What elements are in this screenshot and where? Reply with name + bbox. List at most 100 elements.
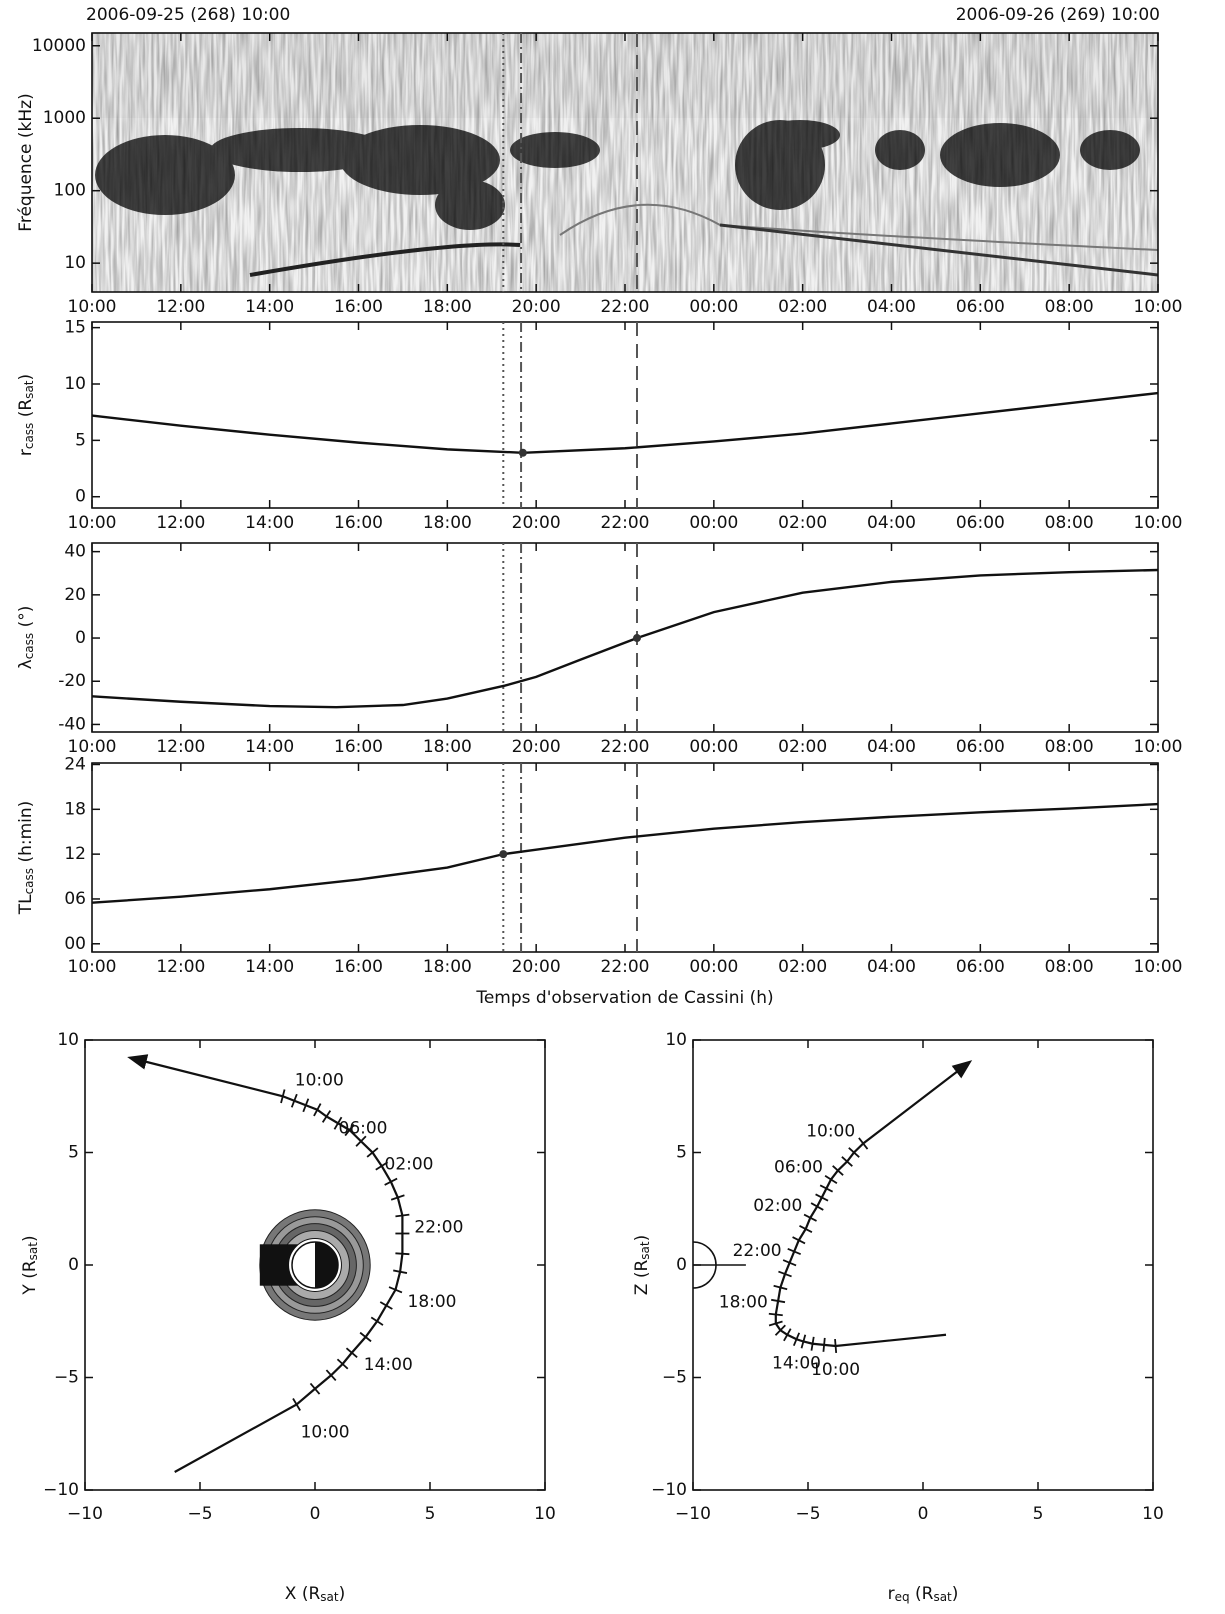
hour-tick [800, 1334, 807, 1349]
x-tick-label: 20:00 [512, 737, 561, 757]
x-tick-label: 12:00 [156, 957, 205, 977]
axis-title-part: (R [910, 1584, 934, 1604]
axis-title-part: sat [320, 1590, 339, 1604]
y-tick-label: 0 [75, 487, 86, 507]
end-label: 2006-09-26 (269) 10:00 [956, 5, 1160, 25]
hour-tick [841, 1156, 853, 1167]
plot-frame [91, 542, 1159, 733]
x-tick-label: 02:00 [778, 737, 827, 757]
axis-title-part: eq [895, 1590, 910, 1604]
hour-tick [783, 1328, 792, 1342]
y-tick-label: 40 [64, 542, 86, 562]
y-tick-label: −5 [54, 1368, 79, 1388]
x-tick-label: 02:00 [778, 297, 827, 317]
plot-frame [692, 1039, 1154, 1491]
y-tick-label: 100 [54, 181, 86, 201]
x-tick-label: 16:00 [334, 737, 383, 757]
x-tick-label: 08:00 [1045, 297, 1094, 317]
hour-tick [787, 1248, 802, 1255]
time-label: 10:00 [811, 1360, 860, 1380]
axis-title-part: sat [22, 380, 36, 399]
time-label: 06:00 [774, 1158, 823, 1178]
hour-tick [345, 1347, 358, 1358]
axis-title-part: ) [16, 374, 36, 381]
axis-title-part: r [888, 1584, 895, 1604]
hour-tick [768, 1320, 783, 1327]
axis-title-part: sat [638, 1241, 652, 1260]
y-tick-label: 10 [64, 374, 86, 394]
y-tick-label: 0 [676, 1255, 687, 1275]
axis-title: rcass (Rsat) [16, 374, 36, 456]
axis-title-part: cass [22, 868, 36, 894]
y-tick-label: 00 [64, 934, 86, 954]
x-axis-title: Temps d'observation de Cassini (h) [475, 988, 773, 1008]
hour-tick [336, 1358, 349, 1370]
time-label: 02:00 [753, 1196, 802, 1216]
x-tick-label: 00:00 [689, 297, 738, 317]
y-tick-label: −10 [651, 1480, 687, 1500]
x-tick-label: 14:00 [245, 297, 294, 317]
x-tick-label: −10 [67, 1504, 103, 1524]
x-tick-label: 08:00 [1045, 513, 1094, 533]
axis-title-part: (h:min) [16, 801, 36, 868]
hour-tick [366, 1147, 379, 1158]
time-label: 14:00 [772, 1353, 821, 1373]
y-tick-label: 0 [75, 628, 86, 648]
axis-title-part: cass [22, 423, 36, 449]
y-tick-label: 06 [64, 889, 86, 909]
x-tick-label: 10:00 [1134, 513, 1183, 533]
axis-title-part: ) [952, 1584, 959, 1604]
x-tick-label: −10 [675, 1504, 711, 1524]
line [91, 802, 1159, 904]
x-tick-label: 22:00 [601, 737, 650, 757]
axis-title: req (Rsat) [888, 1584, 959, 1604]
axis-title-part: ) [20, 1235, 40, 1242]
hour-tick [858, 1137, 869, 1150]
axis-title: X (Rsat) [285, 1584, 345, 1604]
x-tick-label: 06:00 [956, 957, 1005, 977]
x-tick-label: 10:00 [1134, 297, 1183, 317]
hour-tick [822, 1337, 826, 1352]
hour-tick [848, 1147, 860, 1158]
y-tick-label: 5 [676, 1143, 687, 1163]
x-tick-label: 20:00 [512, 297, 561, 317]
hour-tick [388, 1286, 403, 1294]
x-tick-label: 16:00 [334, 957, 383, 977]
x-tick-label: 22:00 [601, 297, 650, 317]
hour-tick [771, 1298, 786, 1304]
plot-frame [91, 321, 1159, 509]
time-label: 22:00 [733, 1241, 782, 1261]
x-tick-label: 12:00 [156, 737, 205, 757]
x-tick-label: 14:00 [245, 957, 294, 977]
hour-tick [824, 1174, 838, 1185]
hour-tick [375, 1161, 389, 1171]
y-tick-label: 10 [665, 1030, 687, 1050]
x-tick-label: 22:00 [601, 513, 650, 533]
y-tick-label: 18 [64, 799, 86, 819]
axis-title: Z (Rsat) [632, 1235, 652, 1295]
x-tick-label: 06:00 [956, 297, 1005, 317]
hour-tick [773, 1284, 788, 1291]
hour-tick [309, 1382, 321, 1395]
hour-tick [792, 1236, 806, 1245]
x-tick-label: 5 [1033, 1504, 1044, 1524]
hour-tick [803, 1213, 817, 1222]
axis-title-part: λ [16, 659, 36, 669]
hour-tick [393, 1269, 408, 1274]
x-tick-label: 10 [534, 1504, 556, 1524]
x-tick-label: 06:00 [956, 737, 1005, 757]
plot-frame [91, 762, 1159, 953]
highlight-point [632, 634, 641, 643]
x-tick-label: 04:00 [867, 737, 916, 757]
hour-tick [819, 1184, 834, 1193]
axis-title: TLcass (h:min) [16, 801, 36, 916]
x-tick-label: 08:00 [1045, 957, 1094, 977]
x-tick-label: 10:00 [68, 957, 117, 977]
hour-tick [834, 1338, 838, 1354]
hour-tick [370, 1316, 384, 1326]
axis-title-part: cass [22, 633, 36, 659]
hour-tick [302, 1098, 310, 1113]
x-tick-label: 08:00 [1045, 737, 1094, 757]
y-tick-label: 5 [75, 430, 86, 450]
axis-title-part: r [16, 449, 36, 456]
